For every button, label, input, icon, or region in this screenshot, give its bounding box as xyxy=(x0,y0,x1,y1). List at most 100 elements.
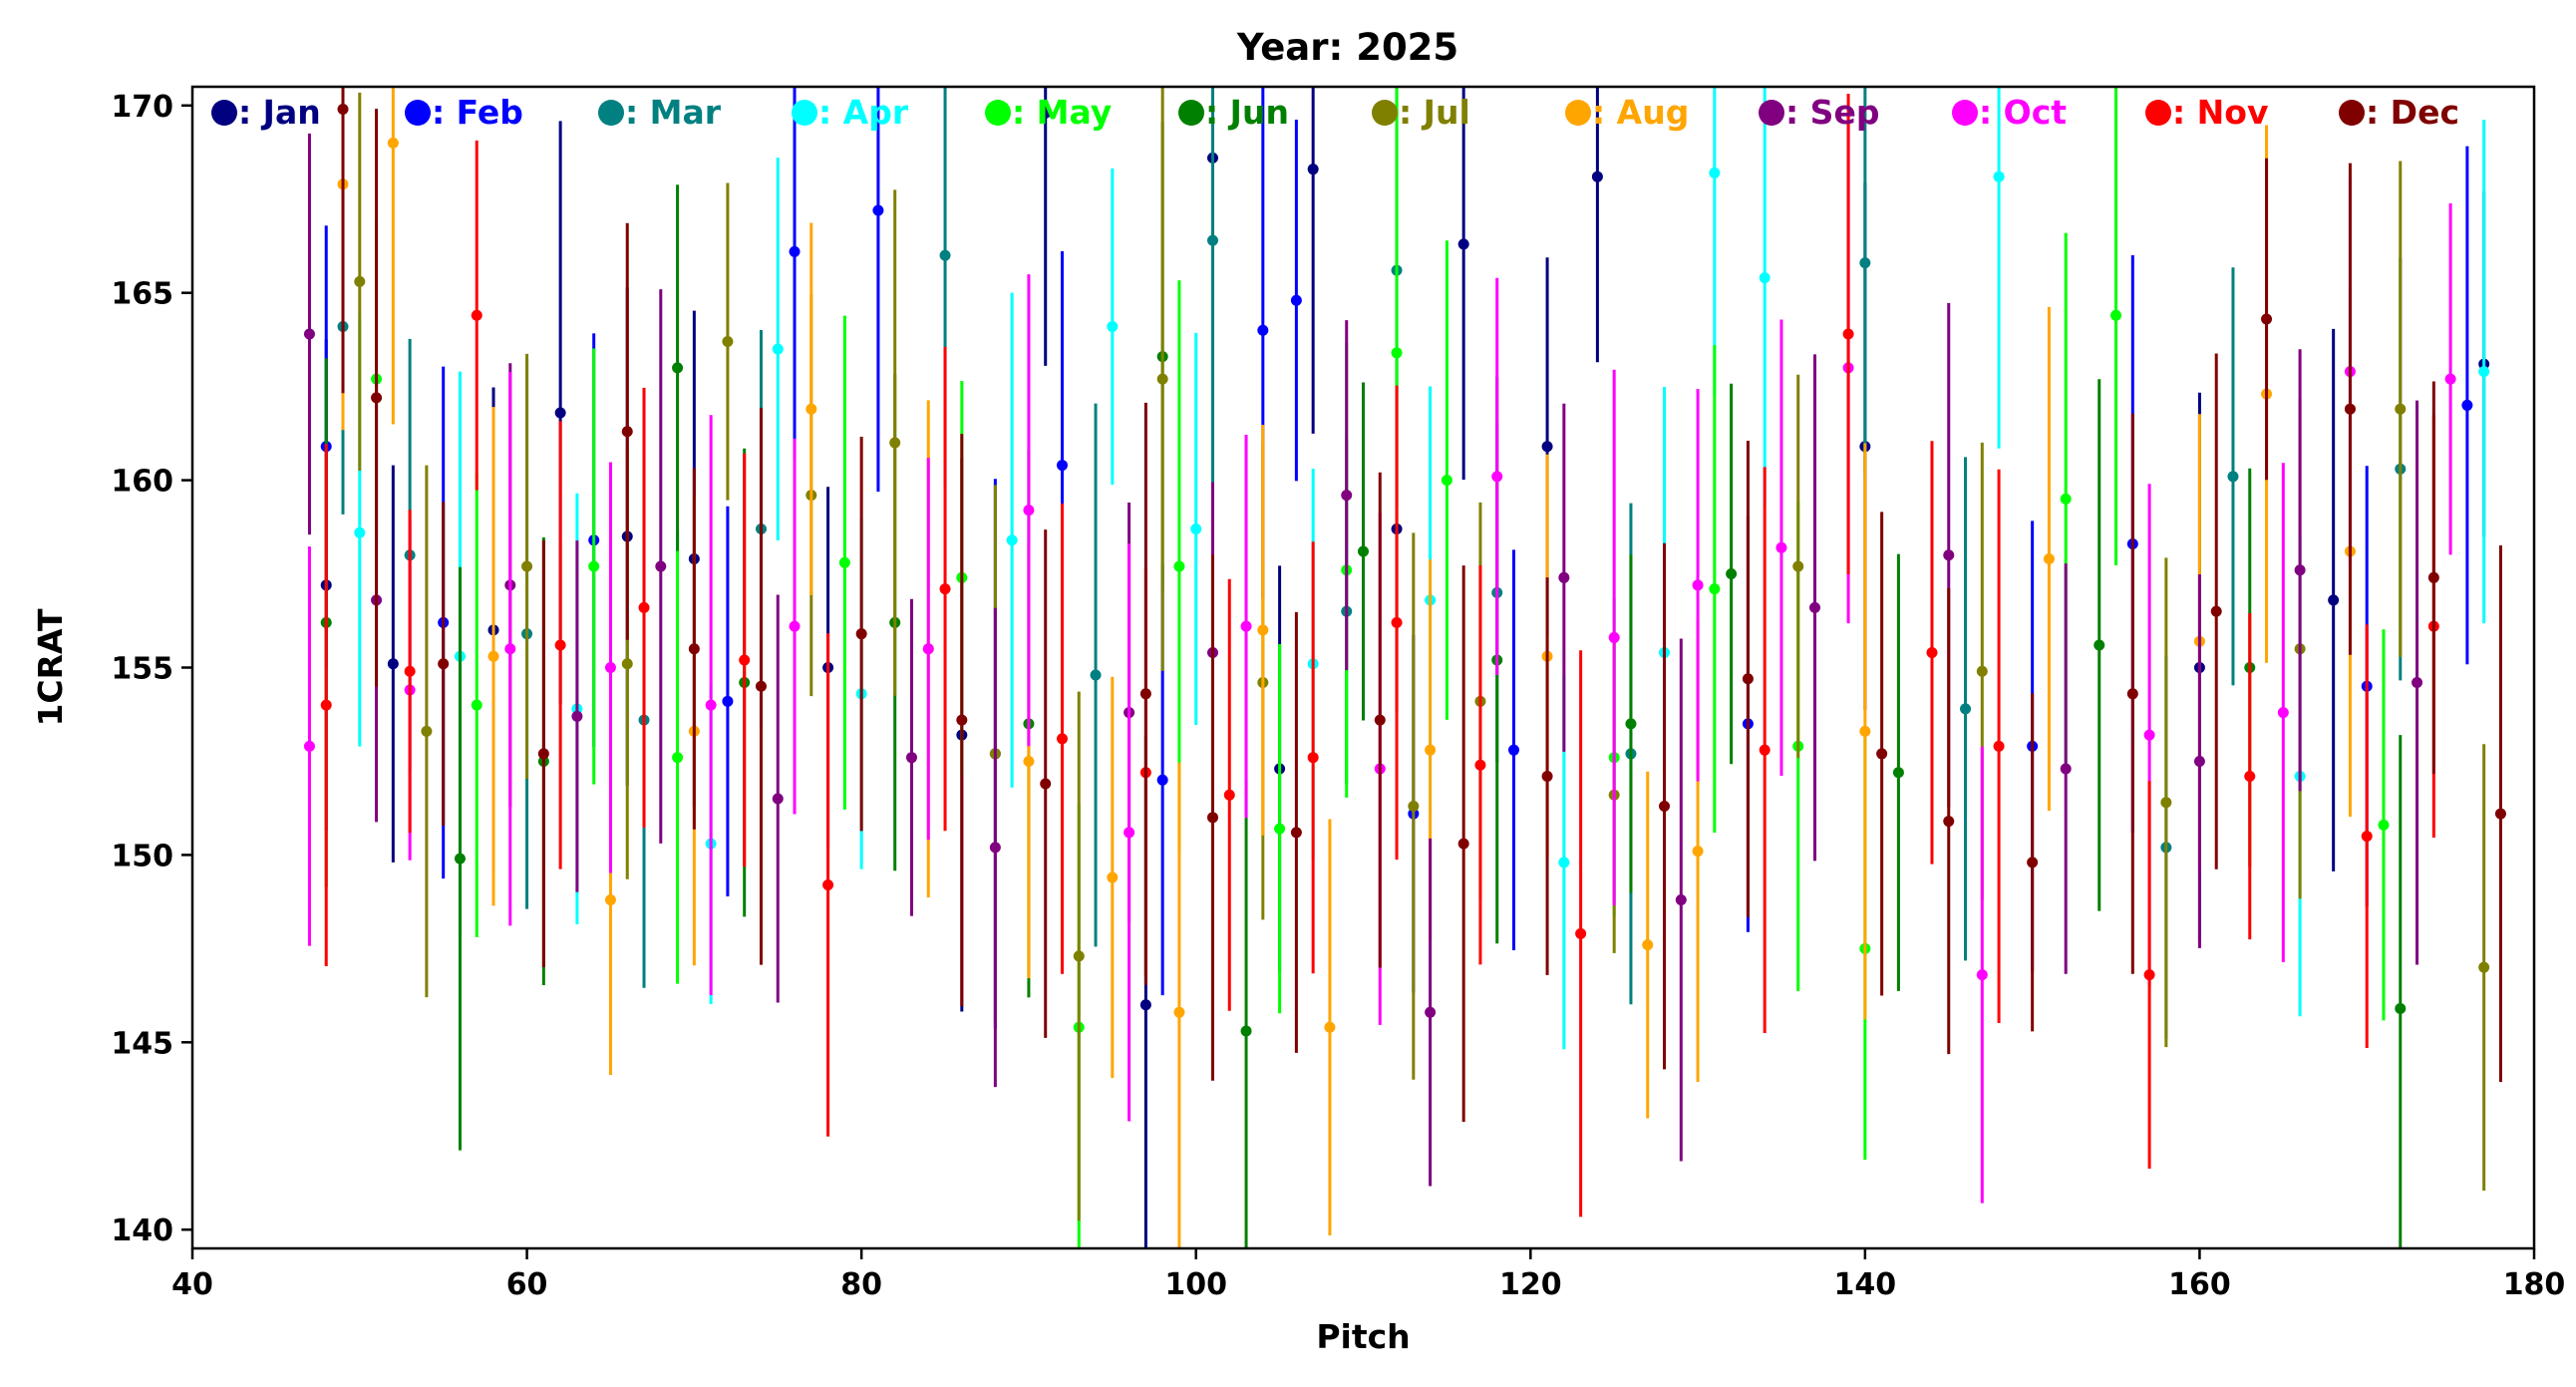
data-point xyxy=(471,699,483,711)
data-point xyxy=(554,407,566,419)
data-point xyxy=(1240,1025,1252,1037)
chart-title: Year: 2025 xyxy=(1236,26,1458,69)
legend-marker xyxy=(211,100,237,126)
y-tick-label: 170 xyxy=(111,90,173,125)
data-point xyxy=(855,628,867,640)
data-point xyxy=(1943,549,1955,561)
data-point xyxy=(1558,571,1570,583)
data-point xyxy=(2395,1002,2407,1014)
data-point xyxy=(571,710,583,722)
data-point xyxy=(1508,744,1520,756)
y-tick-label: 160 xyxy=(111,465,173,500)
data-point xyxy=(772,793,784,805)
data-point xyxy=(1859,725,1871,737)
y-tick-label: 140 xyxy=(111,1214,173,1248)
data-point xyxy=(2444,373,2456,385)
data-point xyxy=(1257,324,1269,336)
data-point xyxy=(1307,752,1319,764)
data-point xyxy=(1391,616,1403,628)
data-point xyxy=(421,725,433,737)
data-point xyxy=(1173,1006,1185,1018)
data-point xyxy=(1073,950,1085,962)
legend-marker xyxy=(1372,100,1398,126)
data-point xyxy=(303,328,315,340)
data-point xyxy=(1206,812,1218,824)
series-jul xyxy=(354,87,2490,1221)
data-point xyxy=(454,853,466,865)
y-tick-label: 145 xyxy=(111,1026,173,1061)
legend-label: : Jan xyxy=(238,93,321,132)
legend-label: : May xyxy=(1012,93,1112,132)
legend-marker xyxy=(1178,100,1204,126)
data-point xyxy=(521,560,533,572)
data-point xyxy=(1541,441,1553,453)
data-point xyxy=(672,752,684,764)
data-point xyxy=(1709,167,1721,178)
data-point xyxy=(371,392,383,404)
data-point xyxy=(1457,838,1469,850)
data-layer xyxy=(303,87,2506,1248)
data-point xyxy=(1692,846,1704,858)
data-point xyxy=(1290,294,1302,306)
data-point xyxy=(1056,733,1068,745)
series-dec xyxy=(337,87,2506,1123)
data-point xyxy=(2478,961,2490,973)
data-point xyxy=(739,654,751,666)
data-point xyxy=(2261,313,2273,325)
data-point xyxy=(722,336,734,348)
data-point xyxy=(722,695,734,707)
data-point xyxy=(1341,490,1353,502)
data-point xyxy=(705,699,717,711)
data-point xyxy=(1642,939,1654,951)
data-point xyxy=(1206,234,1218,246)
data-point xyxy=(1124,827,1135,839)
data-point xyxy=(337,104,349,116)
data-point xyxy=(588,560,600,572)
data-point xyxy=(1976,969,1988,981)
data-point xyxy=(922,643,934,655)
data-point xyxy=(889,437,901,449)
legend-marker xyxy=(792,100,817,126)
data-point xyxy=(2395,403,2407,415)
data-point xyxy=(772,343,784,355)
data-point xyxy=(2160,797,2172,809)
data-point xyxy=(1558,857,1570,868)
legend-label: : Aug xyxy=(1592,93,1689,132)
legend-marker xyxy=(1759,100,1784,126)
data-point xyxy=(2060,493,2072,505)
data-point xyxy=(1307,164,1319,175)
series-jan xyxy=(320,87,2490,1248)
data-point xyxy=(1257,624,1269,636)
data-point xyxy=(1809,601,1821,613)
data-point xyxy=(688,643,700,655)
data-point xyxy=(1675,894,1687,905)
data-point xyxy=(2294,564,2306,576)
data-point xyxy=(537,748,549,760)
data-point xyxy=(2060,763,2072,775)
data-point xyxy=(1892,767,1904,779)
data-point xyxy=(1156,373,1168,385)
legend-marker xyxy=(2145,100,2171,126)
data-point xyxy=(1425,744,1437,756)
y-tick-label: 165 xyxy=(111,277,173,312)
data-point xyxy=(1441,475,1452,487)
y-tick-label: 155 xyxy=(111,652,173,687)
legend-label: : Jul xyxy=(1399,93,1470,132)
data-point xyxy=(1173,560,1185,572)
data-point xyxy=(872,204,884,216)
data-point xyxy=(1859,257,1871,269)
data-point xyxy=(621,658,633,670)
data-point xyxy=(1726,568,1738,580)
data-point xyxy=(320,699,332,711)
data-point xyxy=(487,650,499,662)
data-point xyxy=(1107,321,1119,333)
data-point xyxy=(2244,770,2256,782)
data-point xyxy=(939,249,951,261)
x-tick-label: 80 xyxy=(840,1267,882,1302)
legend-marker xyxy=(1952,100,1978,126)
legend-label: : Apr xyxy=(818,93,909,132)
data-point xyxy=(1324,1021,1336,1033)
legend-label: : Sep xyxy=(1785,93,1879,132)
data-point xyxy=(2478,366,2490,378)
data-point xyxy=(354,275,366,287)
